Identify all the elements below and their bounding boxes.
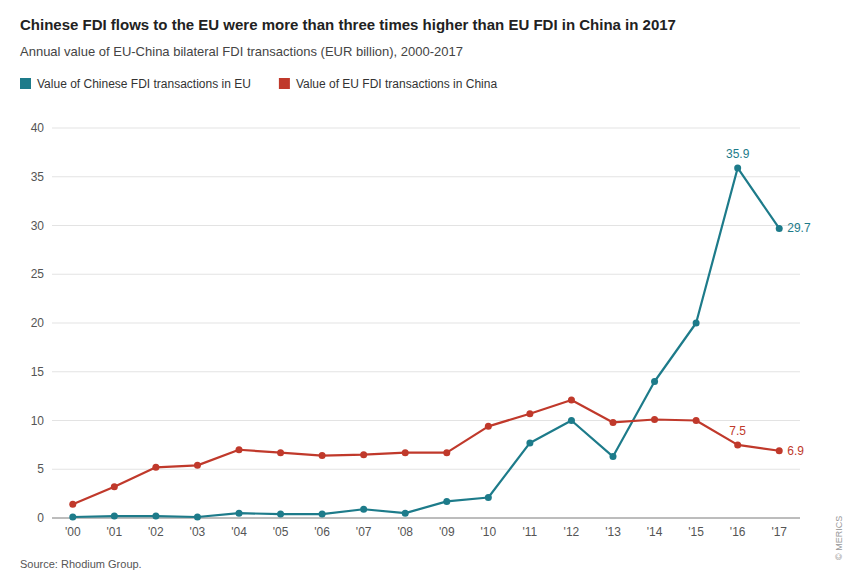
point: [194, 514, 201, 521]
x-tick-label: '01: [107, 525, 123, 539]
x-tick-label: '03: [190, 525, 206, 539]
annotation: 29.7: [787, 221, 811, 235]
x-tick-label: '08: [397, 525, 413, 539]
x-axis: [52, 518, 800, 519]
annotation: 6.9: [787, 444, 804, 458]
subtitle: Annual value of EU-China bilateral FDI t…: [20, 44, 463, 59]
annotation: 7.5: [729, 424, 746, 438]
point: [610, 419, 617, 426]
point: [734, 441, 741, 448]
point: [194, 462, 201, 469]
x-tick-label: '04: [231, 525, 247, 539]
point: [152, 513, 159, 520]
grid-line: [52, 176, 800, 177]
point: [651, 378, 658, 385]
point: [526, 439, 533, 446]
point: [776, 225, 783, 232]
grid-line: [52, 518, 800, 519]
x-tick-label: '09: [439, 525, 455, 539]
x-tick-label: '06: [314, 525, 330, 539]
point: [693, 417, 700, 424]
credit: © MERICS: [834, 516, 844, 560]
x-tick-label: '05: [273, 525, 289, 539]
point: [485, 494, 492, 501]
legend-label: Value of Chinese FDI transactions in EU: [37, 77, 251, 91]
x-tick-label: '15: [688, 525, 704, 539]
series-line: [73, 400, 779, 504]
series-line: [73, 168, 779, 517]
point: [360, 506, 367, 513]
point: [443, 449, 450, 456]
point: [526, 410, 533, 417]
point: [236, 510, 243, 517]
y-tick-label: 35: [31, 170, 45, 184]
grid-line: [52, 274, 800, 275]
legend-label: Value of EU FDI transactions in China: [296, 77, 498, 91]
point: [568, 417, 575, 424]
x-tick-label: '16: [730, 525, 746, 539]
point: [443, 498, 450, 505]
point: [402, 510, 409, 517]
y-tick-label: 25: [31, 267, 45, 281]
point: [776, 447, 783, 454]
point: [277, 511, 284, 518]
title: Chinese FDI flows to the EU were more th…: [20, 16, 676, 33]
plot-area: [69, 164, 782, 520]
point: [568, 397, 575, 404]
point: [277, 449, 284, 456]
grid-line: [52, 469, 800, 470]
legend-swatch: [20, 78, 31, 89]
x-tick-label: '14: [647, 525, 663, 539]
x-tick-label: '11: [523, 525, 538, 539]
point: [734, 164, 741, 171]
y-tick-label: 10: [31, 414, 45, 428]
grid: [52, 128, 800, 518]
x-tick-label: '13: [605, 525, 621, 539]
source: Source: Rhodium Group.: [20, 558, 142, 570]
x-tick-label: '10: [481, 525, 497, 539]
point: [319, 452, 326, 459]
point: [651, 416, 658, 423]
chart: Chinese FDI flows to the EU were more th…: [0, 0, 850, 582]
point: [111, 513, 118, 520]
y-tick-label: 0: [37, 511, 44, 525]
point: [693, 320, 700, 327]
x-tick-label: '07: [356, 525, 372, 539]
point: [485, 423, 492, 430]
grid-line: [52, 371, 800, 372]
grid-line: [52, 225, 800, 226]
x-tick-label: '12: [564, 525, 580, 539]
y-tick-label: 15: [31, 365, 45, 379]
point: [402, 449, 409, 456]
y-tick-label: 5: [37, 462, 44, 476]
y-tick-label: 40: [31, 121, 45, 135]
y-tick-label: 30: [31, 219, 45, 233]
point: [111, 483, 118, 490]
x-tick-label: '17: [771, 525, 787, 539]
grid-line: [52, 323, 800, 324]
point: [69, 501, 76, 508]
legend: Value of Chinese FDI transactions in EU V…: [20, 77, 497, 91]
point: [360, 451, 367, 458]
point: [152, 464, 159, 471]
point: [69, 514, 76, 521]
grid-line: [52, 128, 800, 129]
y-tick-label: 20: [31, 316, 45, 330]
annotation: 35.9: [726, 147, 750, 161]
point: [236, 446, 243, 453]
x-tick-label: '02: [148, 525, 164, 539]
legend-swatch: [279, 78, 290, 89]
x-tick-label: '00: [65, 525, 81, 539]
point: [319, 511, 326, 518]
point: [610, 453, 617, 460]
